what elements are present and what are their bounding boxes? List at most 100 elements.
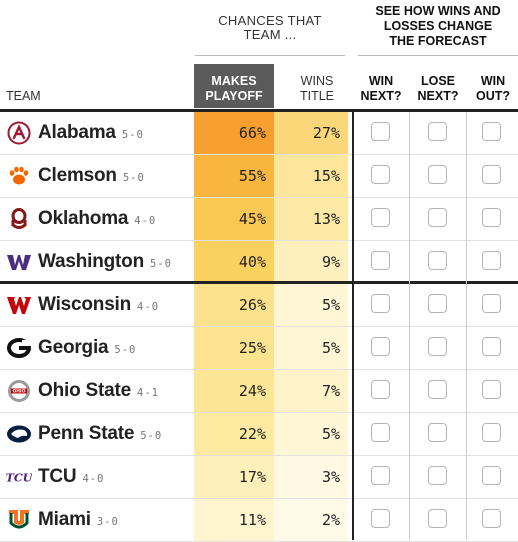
u-icon (6, 508, 32, 532)
lose-next-line1: LOSE (420, 74, 456, 88)
team-name-text: Georgia (38, 337, 109, 358)
ohio-state-icon: OHIO (6, 379, 32, 403)
team-record: 5-0 (140, 430, 163, 442)
wins-title-line2: TITLE (299, 89, 335, 103)
svg-text:TCU: TCU (6, 472, 32, 485)
wins-title-cell: 9% (274, 241, 348, 283)
makes-playoff-cell: 11% (194, 499, 274, 541)
table-row: Alabama 5-0 66% 27% (0, 112, 518, 155)
team-name-text: Miami (38, 509, 91, 530)
team-record: 4-0 (134, 215, 157, 227)
lose-next-checkbox[interactable] (428, 423, 447, 442)
chances-header-line1: CHANCES THAT (218, 13, 322, 28)
makes-playoff-cell: 66% (194, 112, 274, 154)
column-header-win-out: WIN OUT? (468, 64, 518, 108)
makes-playoff-cell: 45% (194, 198, 274, 240)
wins-title-line1: WINS (300, 74, 334, 88)
win-out-checkbox[interactable] (482, 294, 501, 313)
lose-next-checkbox[interactable] (428, 466, 447, 485)
makes-playoff-cell: 40% (194, 241, 274, 283)
lose-next-checkbox[interactable] (428, 251, 447, 270)
makes-playoff-cell: 22% (194, 413, 274, 455)
team-name-text: Ohio State (38, 380, 132, 401)
win-next-checkbox[interactable] (371, 208, 390, 227)
table-row: Miami 3-0 11% 2% (0, 499, 518, 542)
forecast-header-line1: SEE HOW WINS AND (375, 3, 501, 18)
lose-next-line2: NEXT? (417, 89, 459, 103)
win-next-checkbox[interactable] (371, 423, 390, 442)
team-name: Georgia 5-0 (38, 337, 136, 359)
win-next-checkbox[interactable] (371, 165, 390, 184)
win-out-checkbox[interactable] (482, 251, 501, 270)
win-next-checkbox[interactable] (371, 509, 390, 528)
svg-text:OHIO: OHIO (12, 389, 25, 395)
team-name: Clemson 5-0 (38, 165, 145, 187)
team-record: 4-0 (82, 473, 105, 485)
win-out-checkbox[interactable] (482, 337, 501, 356)
wins-title-cell: 13% (274, 198, 348, 240)
lose-next-checkbox[interactable] (428, 208, 447, 227)
team-name-text: Wisconsin (38, 294, 132, 315)
makes-playoff-line1: MAKES (211, 74, 257, 88)
forecast-header-line3: THE FORECAST (389, 33, 487, 48)
table-row: Wisconsin 4-0 26% 5% (0, 284, 518, 327)
team-name: Oklahoma 4-0 (38, 208, 156, 230)
win-out-checkbox[interactable] (482, 380, 501, 399)
win-out-checkbox[interactable] (482, 122, 501, 141)
makes-playoff-cell: 55% (194, 155, 274, 197)
win-out-checkbox[interactable] (482, 466, 501, 485)
team-name: Penn State 5-0 (38, 423, 162, 445)
lose-next-checkbox[interactable] (428, 122, 447, 141)
wins-title-cell: 5% (274, 413, 348, 455)
table-row: Clemson 5-0 55% 15% (0, 155, 518, 198)
team-name: Washington 5-0 (38, 251, 172, 273)
win-out-checkbox[interactable] (482, 208, 501, 227)
makes-playoff-line2: PLAYOFF (205, 89, 263, 103)
lose-next-checkbox[interactable] (428, 380, 447, 399)
win-next-checkbox[interactable] (371, 337, 390, 356)
table-row: Penn State 5-0 22% 5% (0, 413, 518, 456)
team-name: Miami 3-0 (38, 509, 119, 531)
team-name-text: Alabama (38, 122, 116, 143)
win-next-checkbox[interactable] (371, 294, 390, 313)
team-record: 4-0 (137, 301, 160, 313)
team-name: TCU 4-0 (38, 466, 104, 488)
ou-icon (6, 207, 32, 231)
wins-title-cell: 3% (274, 456, 348, 498)
wins-title-cell: 15% (274, 155, 348, 197)
forecast-header-line2: LOSSES CHANGE (383, 18, 493, 33)
lose-next-checkbox[interactable] (428, 165, 447, 184)
chances-header: CHANCES THAT TEAM ... (195, 0, 345, 56)
lose-next-checkbox[interactable] (428, 337, 447, 356)
lose-next-checkbox[interactable] (428, 509, 447, 528)
forecast-divider (352, 112, 354, 540)
column-header-wins-title[interactable]: WINS TITLE (286, 64, 348, 108)
table-row: Georgia 5-0 25% 5% (0, 327, 518, 370)
playoff-cutoff-divider (0, 281, 518, 284)
column-header-makes-playoff[interactable]: MAKES PLAYOFF (194, 64, 274, 108)
win-next-checkbox[interactable] (371, 251, 390, 270)
win-next-checkbox[interactable] (371, 122, 390, 141)
w-icon (6, 250, 32, 274)
team-name-text: Penn State (38, 423, 135, 444)
win-out-checkbox[interactable] (482, 509, 501, 528)
win-next-checkbox[interactable] (371, 466, 390, 485)
team-name-text: TCU (38, 466, 77, 487)
wins-title-cell: 7% (274, 370, 348, 412)
wins-title-cell: 5% (274, 284, 348, 326)
win-next-line1: WIN (368, 74, 394, 88)
team-name: Ohio State 4-1 (38, 380, 159, 402)
team-record: 5-0 (114, 344, 137, 356)
chances-header-line2: TEAM ... (243, 27, 297, 42)
forecast-header: SEE HOW WINS AND LOSSES CHANGE THE FOREC… (358, 2, 518, 50)
lose-next-checkbox[interactable] (428, 294, 447, 313)
win-next-checkbox[interactable] (371, 380, 390, 399)
column-divider (409, 112, 410, 540)
win-out-checkbox[interactable] (482, 165, 501, 184)
wins-title-cell: 5% (274, 327, 348, 369)
team-record: 5-0 (122, 172, 145, 184)
column-header-lose-next: LOSE NEXT? (410, 64, 466, 108)
win-out-checkbox[interactable] (482, 423, 501, 442)
makes-playoff-cell: 26% (194, 284, 274, 326)
win-next-line2: NEXT? (360, 89, 402, 103)
